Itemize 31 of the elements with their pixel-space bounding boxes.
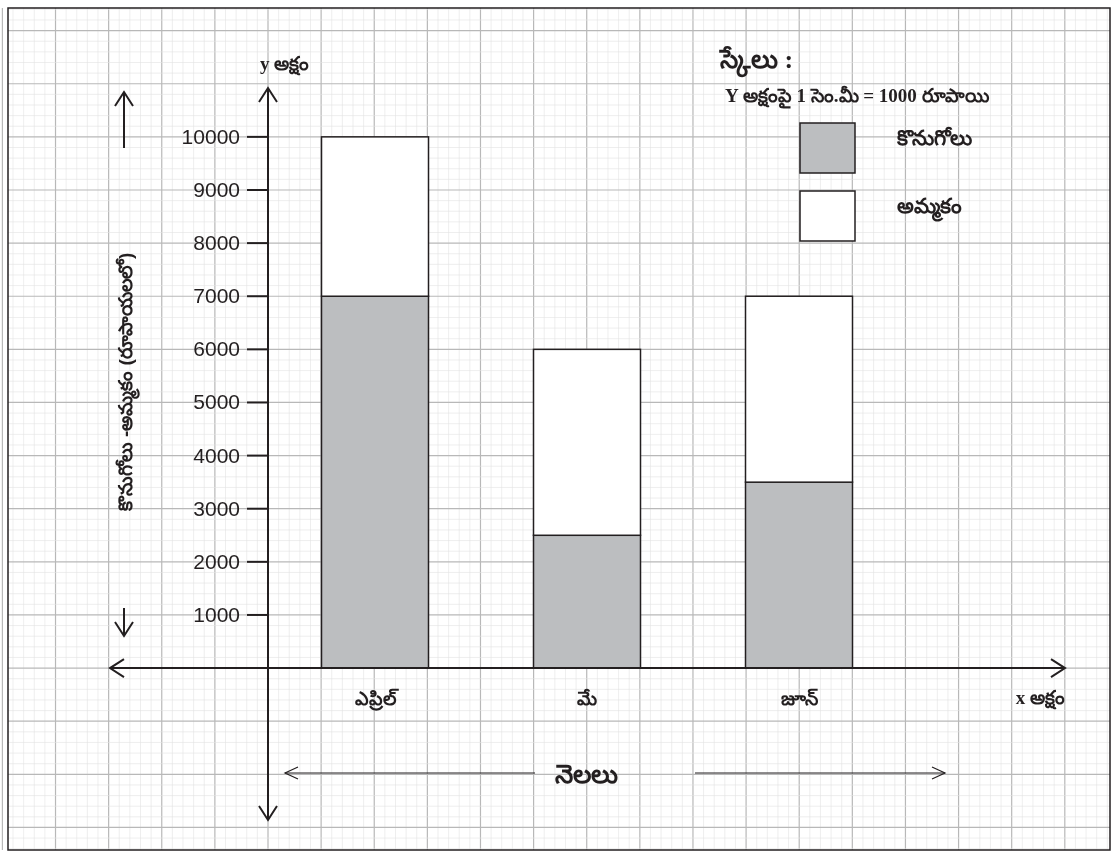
y-tick-label: 1000 <box>193 602 240 626</box>
y-tick-label: 3000 <box>193 496 240 520</box>
text: y అక్షం <box>260 53 310 76</box>
legend-label: అమ్మకం <box>897 194 962 222</box>
y-tick: 2000 <box>193 549 269 573</box>
y-tick-label: 8000 <box>193 231 240 255</box>
legend-label: కొనుగోలు <box>896 126 972 149</box>
y-tick: 5000 <box>193 390 269 414</box>
x-axis-title: నెలలు <box>554 759 618 789</box>
x-tick-label: జూన్ <box>780 688 819 709</box>
y-tick-label: 4000 <box>193 443 240 467</box>
y-tick: 6000 <box>193 337 269 361</box>
x-tick-label: మే <box>577 688 597 709</box>
y-tick-label: 9000 <box>193 177 240 201</box>
y-tick: 9000 <box>193 178 269 201</box>
y-tick-label: 2000 <box>193 549 240 573</box>
y-tick: 10000 <box>181 124 269 148</box>
text: స్కేలు : <box>719 45 794 78</box>
y-tick-label: 5000 <box>193 390 240 414</box>
annotation: x అక్షం <box>1015 687 1065 710</box>
y-tick: 8000 <box>193 231 269 255</box>
y-tick-label: 6000 <box>193 337 240 361</box>
y-tick-label: 10000 <box>181 124 240 148</box>
x-tick-label: ఎప్రిల్ <box>354 688 399 711</box>
y-tick: 7000 <box>193 284 269 308</box>
y-tick: 4000 <box>193 443 269 467</box>
y-tick: 1000 <box>193 602 269 626</box>
y-tick-label: 7000 <box>193 284 240 308</box>
annotation: Y అక్షంపై 1 సెం.మీ = 1000 రూపాయి <box>725 85 990 109</box>
y-tick: 3000 <box>193 496 269 520</box>
y-axis-title: కొనుగోలు -అమ్మకం (రూపాయలలో) <box>115 252 140 513</box>
